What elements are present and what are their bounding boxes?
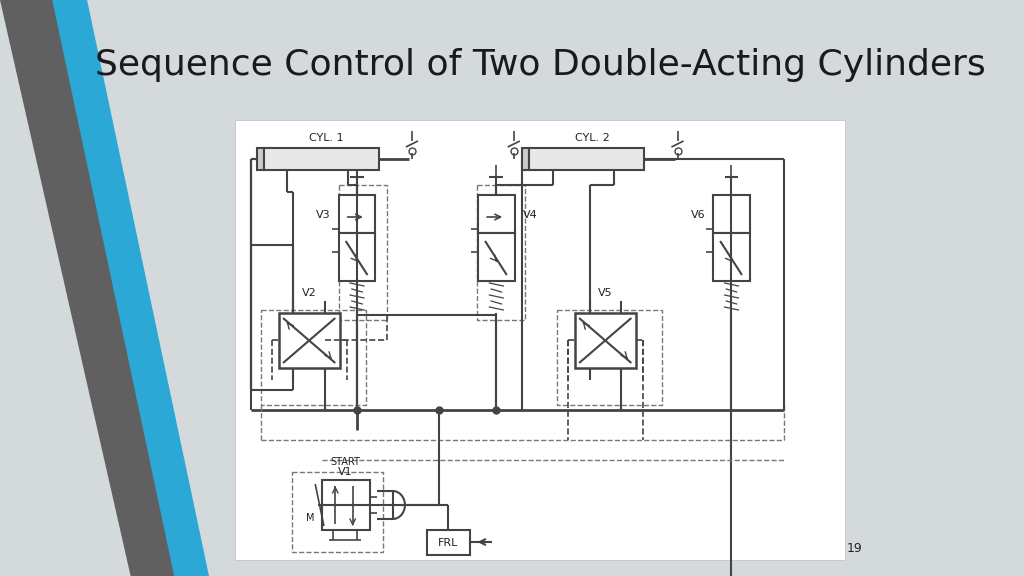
Text: V1: V1 [338, 467, 353, 477]
Text: M: M [306, 513, 314, 523]
Bar [323, 480, 370, 530]
Text: V2: V2 [302, 288, 316, 298]
Text: V3: V3 [316, 210, 331, 220]
Text: 19: 19 [847, 542, 862, 555]
Bar [713, 195, 750, 233]
Bar [339, 185, 387, 320]
Text: V4: V4 [522, 210, 538, 220]
Bar [264, 148, 379, 170]
Text: V6: V6 [691, 210, 706, 220]
Bar [477, 185, 525, 320]
Text: Sequence Control of Two Double-Acting Cylinders: Sequence Control of Two Double-Acting Cy… [94, 48, 985, 82]
Bar [279, 313, 340, 368]
Text: CYL. 1: CYL. 1 [309, 133, 344, 143]
Text: START: START [331, 457, 360, 467]
Bar [257, 148, 264, 170]
Bar [339, 233, 376, 281]
Bar [574, 313, 636, 368]
Bar [261, 310, 366, 405]
Bar [236, 120, 845, 560]
Bar [427, 530, 470, 555]
Text: CYL. 2: CYL. 2 [574, 133, 609, 143]
Polygon shape [52, 0, 209, 576]
Text: FRL: FRL [438, 538, 459, 548]
Bar [478, 195, 515, 233]
Text: V5: V5 [598, 288, 612, 298]
Bar [713, 233, 750, 281]
Polygon shape [0, 0, 191, 576]
Bar [522, 148, 529, 170]
Bar [292, 472, 383, 552]
Bar [557, 310, 662, 405]
Bar [478, 233, 515, 281]
Bar [529, 148, 644, 170]
Bar [339, 195, 376, 233]
